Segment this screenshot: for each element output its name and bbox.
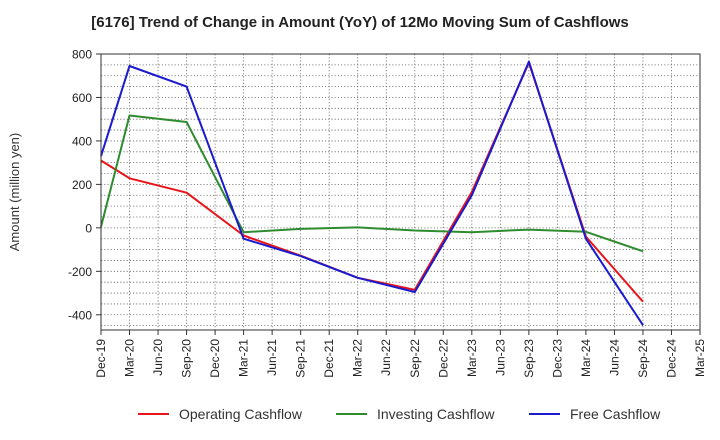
x-tick-label: Mar-24: [579, 339, 593, 377]
y-tick-label: 600: [72, 91, 92, 105]
y-tick-label: 200: [72, 178, 92, 192]
x-tick-label: Dec-21: [322, 339, 336, 378]
y-axis-label: Amount (million yen): [7, 133, 22, 252]
x-tick-label: Jun-24: [607, 339, 621, 376]
x-tick-label: Dec-22: [436, 339, 450, 378]
x-tick-label: Dec-19: [94, 339, 108, 378]
series-layer: [100, 60, 644, 326]
legend-label-1: Investing Cashflow: [377, 406, 495, 422]
x-tick-label: Sep-20: [180, 339, 194, 378]
x-tick-label: Jun-20: [151, 339, 165, 376]
x-tick-label: Sep-23: [522, 339, 536, 378]
plot-frame: [100, 53, 701, 331]
x-tick-label: Dec-23: [550, 339, 564, 378]
x-tick-label: Sep-21: [294, 339, 308, 378]
y-tick-label: 0: [85, 221, 92, 235]
x-tick-label: Mar-25: [693, 339, 707, 377]
chart-title: [6176] Trend of Change in Amount (YoY) o…: [91, 14, 629, 31]
x-tick-label: Mar-22: [351, 339, 365, 377]
y-tick-label: 400: [72, 134, 92, 148]
y-tick-label: -400: [68, 308, 92, 322]
y-tick-label: -200: [68, 265, 92, 279]
x-tick-label: Mar-20: [123, 339, 137, 377]
x-tick-label: Dec-24: [664, 339, 678, 378]
x-tick-label: Sep-24: [636, 339, 650, 378]
x-tick-label: Sep-22: [408, 339, 422, 378]
y-tick-label: 800: [72, 48, 92, 62]
x-tick-label: Jun-21: [265, 339, 279, 376]
x-tick-label: Jun-23: [493, 339, 507, 376]
grid-layer: [101, 54, 700, 330]
x-tick-label: Mar-23: [465, 339, 479, 377]
legend-layer: Operating Cashflow Investing Cashflow Free…: [138, 406, 661, 422]
plot-area: [101, 54, 700, 330]
x-tick-label: Dec-20: [208, 339, 222, 378]
series-line-1: [100, 114, 644, 253]
axis-layer: -400 -200 0 200 400 600 800 Dec-19 Mar-20 Jun-20 S…: [7, 48, 707, 378]
series-line-2: [100, 60, 644, 326]
legend-label-0: Operating Cashflow: [179, 406, 303, 422]
x-tick-label: Mar-21: [237, 339, 251, 377]
x-tick-label: Jun-22: [379, 339, 393, 376]
legend-label-2: Free Cashflow: [570, 406, 661, 422]
